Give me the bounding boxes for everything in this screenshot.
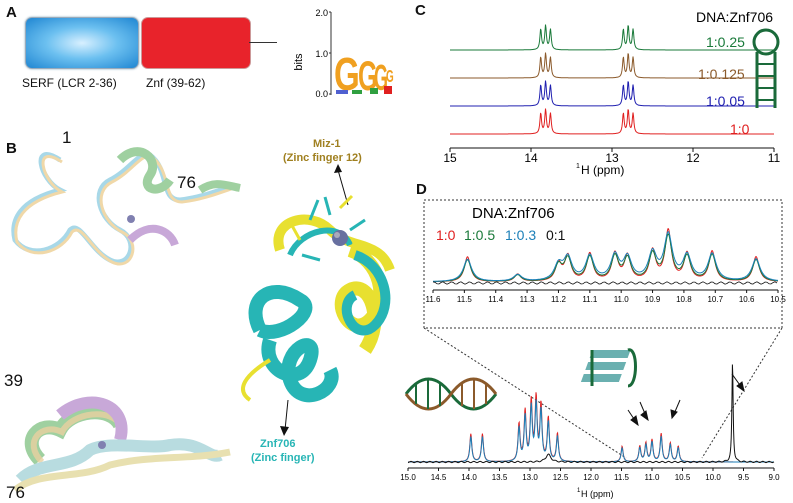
d-inset-tick-label: 10.5	[770, 295, 786, 304]
panel-d-spectra: 11.6 11.5 11.4 11.3 11.2 11.1 11.0 10.9 10.8 10.7…	[400, 199, 786, 499]
c-tick-label: 15	[443, 151, 457, 165]
panel-a-label: A	[6, 4, 17, 21]
d-main-tick-label: 9.0	[768, 473, 780, 482]
panel-c-label: C	[415, 2, 426, 19]
c-ratio-1: 1:0.125	[698, 66, 745, 82]
d-inset-tick-label: 10.6	[739, 295, 755, 304]
d-main-tick-label: 13.0	[522, 473, 538, 482]
c-trace-2	[450, 80, 774, 107]
d-inset-title: DNA:Znf706	[472, 205, 555, 222]
znf706-label: Znf706	[260, 438, 296, 450]
serf-domain-label: SERF (LCR 2-36)	[22, 76, 117, 90]
d-main-tick-label: 9.5	[738, 473, 750, 482]
c-xlabel: H (ppm)	[581, 163, 624, 177]
c-tick-label: 14	[524, 151, 538, 165]
d-xlabel: H (ppm)	[581, 489, 614, 499]
d-legend-3: 0:1	[546, 227, 566, 243]
protein-structure-overlay-top	[11, 147, 241, 266]
c-ratio-3: 1:0	[730, 121, 750, 137]
d-inset-trace-protein	[432, 281, 778, 285]
c-tick-label: 11	[768, 151, 781, 165]
d-main-tick-label: 13.5	[492, 473, 508, 482]
d-inset-tick-label: 10.8	[676, 295, 692, 304]
d-main-tick-label: 12.5	[553, 473, 569, 482]
label-res-76-top: 76	[177, 173, 196, 192]
protein-structure-overlay-bottom	[12, 396, 231, 493]
d-main-tick-label: 11.0	[645, 473, 661, 482]
g-quadruplex-icon	[580, 348, 637, 388]
d-inset-tick-label: 11.4	[488, 295, 504, 304]
peak-arrows	[627, 373, 745, 427]
miz1-znf706-structure	[240, 164, 395, 436]
d-inset-tick-label: 11.6	[426, 295, 442, 304]
logo-tick-2: 2.0	[315, 8, 328, 18]
d-xlabel-prefix: 1	[577, 488, 581, 494]
d-inset-tick-label: 10.9	[645, 295, 661, 304]
d-main-trace-protein	[407, 364, 775, 464]
d-main-tick-label: 10.5	[675, 473, 691, 482]
c-tick-label: 12	[686, 151, 700, 165]
d-main-tick-label: 15.0	[400, 473, 416, 482]
d-legend-2: 1:0.3	[505, 227, 536, 243]
d-main-tick-label: 10.0	[705, 473, 721, 482]
panel-b-label: B	[6, 140, 17, 157]
d-legend-0: 1:0	[436, 227, 456, 243]
znf706-sublabel: (Zinc finger)	[251, 452, 315, 464]
label-res-76-bottom: 76	[6, 483, 25, 502]
d-inset-tick-label: 11.0	[614, 295, 630, 304]
label-res-1: 1	[62, 128, 72, 147]
domain-linker-line	[249, 42, 277, 43]
logo-tick-0: 0.0	[315, 89, 328, 99]
panel-d-label: D	[416, 181, 427, 198]
d-main-tick-label: 12.0	[583, 473, 599, 482]
miz1-sublabel: (Zinc finger 12)	[283, 152, 362, 164]
serf-domain-box	[25, 17, 139, 69]
d-legend-1: 1:0.5	[464, 227, 495, 243]
logo-tick-1: 1.0	[315, 49, 328, 59]
label-res-39: 39	[4, 371, 23, 390]
d-main-tick-label: 14.5	[431, 473, 447, 482]
c-tick-label: 13	[605, 151, 619, 165]
c-trace-0	[450, 24, 774, 51]
d-inset-trace-2	[433, 231, 778, 282]
c-xlabel-prefix: 1	[576, 163, 580, 170]
znf-domain-label: Znf (39-62)	[146, 76, 206, 90]
d-inset-tick-label: 11.2	[551, 295, 567, 304]
c-ratio-0: 1:0.25	[706, 34, 745, 50]
c-title: DNA:Znf706	[696, 9, 773, 25]
c-trace-3	[450, 108, 774, 135]
hairpin-dna-icon	[752, 28, 780, 108]
panel-c-spectra: 15 14 13 12 11 1 H (ppm) DNA:Znf706 1:0.25 1…	[443, 9, 781, 177]
c-trace-1	[450, 52, 774, 79]
d-inset-tick-label: 11.5	[457, 295, 473, 304]
d-inset-tick-label: 10.7	[707, 295, 723, 304]
d-inset-tick-label: 11.1	[582, 295, 598, 304]
d-inset-tick-label: 11.3	[520, 295, 536, 304]
logo-axis-label: bits	[293, 53, 305, 71]
d-main-tick-label: 11.5	[614, 473, 630, 482]
dna-double-helix-icon	[404, 377, 498, 411]
logo-letter-g4: G	[386, 67, 394, 87]
c-ratio-2: 1:0.05	[706, 93, 745, 109]
znf-domain-box	[141, 17, 251, 69]
d-main-tick-label: 14.0	[461, 473, 477, 482]
miz1-label: Miz-1	[313, 138, 341, 150]
sequence-logo: bits 2.0 1.0 0.0 G G G G	[293, 8, 394, 100]
